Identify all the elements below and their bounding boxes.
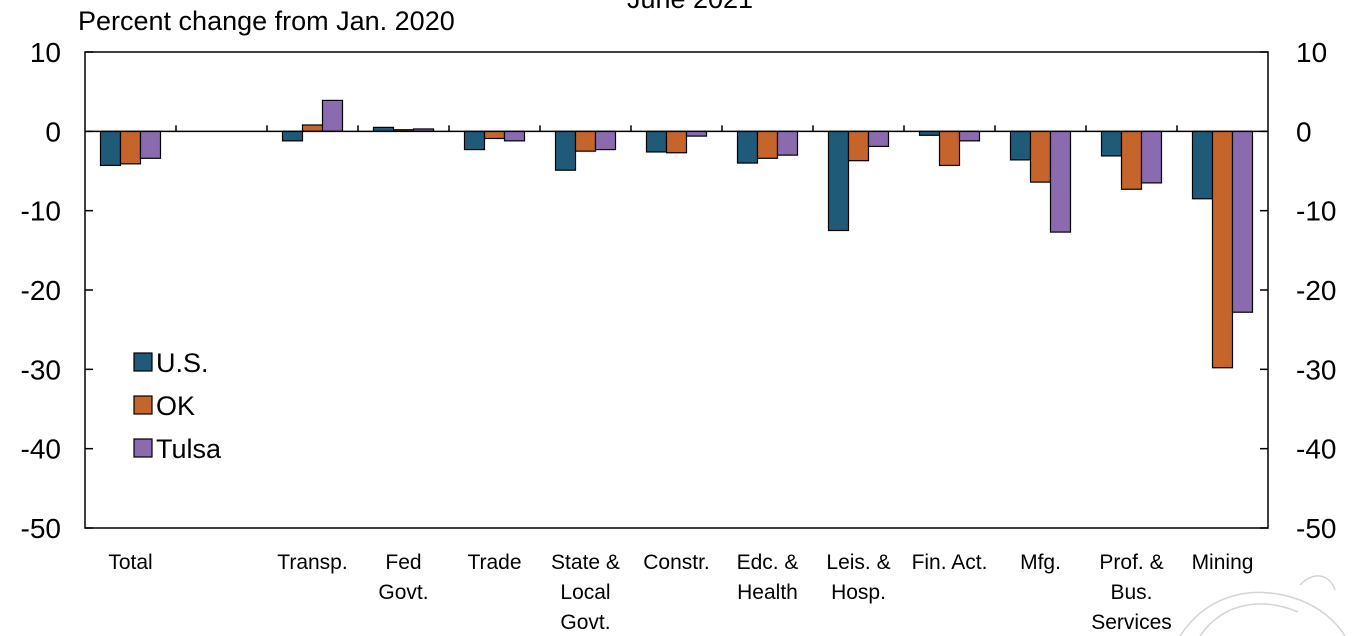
- bar: [99, 130, 122, 167]
- y-tick-label-right: 10: [1296, 37, 1327, 68]
- bar: [958, 130, 981, 142]
- bar: [665, 130, 688, 154]
- category-label: Mfg.: [1020, 551, 1061, 574]
- y-tick-label-right: 0: [1296, 116, 1312, 147]
- bar: [1009, 130, 1032, 161]
- category-label: Hosp.: [831, 581, 886, 604]
- bar: [867, 130, 890, 148]
- bar: [554, 130, 577, 171]
- category-label: Govt.: [378, 581, 428, 604]
- bar: [1029, 130, 1052, 183]
- bar: [1211, 130, 1234, 369]
- y-tick-label-right: -30: [1296, 354, 1336, 385]
- y-tick-label-left: -20: [21, 275, 61, 306]
- y-tick-label-left: -50: [21, 513, 61, 544]
- category-label: Edc. &: [737, 551, 799, 574]
- y-ticks-left: 10 0 -10 -20 -30 -40 -50: [21, 37, 93, 544]
- y-tick-label-right: -50: [1296, 513, 1336, 544]
- legend-label: Tulsa: [156, 434, 222, 464]
- category-label: Fed: [385, 551, 421, 574]
- legend: U.S. OK Tulsa: [133, 348, 222, 464]
- category-label: Bus.: [1110, 581, 1152, 604]
- bar: [503, 130, 526, 142]
- y-axis-label: Percent change from Jan. 2020: [78, 6, 455, 36]
- category-label: Fin. Act.: [912, 551, 988, 574]
- bar: [463, 130, 486, 151]
- category-labels: Total Transp. Fed Govt. Trade State & Local Gov…: [108, 551, 1253, 634]
- category-label: Govt.: [560, 611, 610, 634]
- bar: [139, 130, 162, 159]
- category-label: Local: [560, 581, 610, 604]
- category-label: Trade: [467, 551, 521, 574]
- category-label: Total: [108, 551, 152, 574]
- bar: [119, 130, 142, 165]
- legend-label: OK: [156, 391, 195, 421]
- y-ticks-right: 10 0 -10 -20 -30 -40 -50: [1260, 37, 1336, 544]
- watermark-seal: [1179, 575, 1346, 636]
- bar: [1231, 130, 1254, 313]
- bar: [776, 130, 799, 156]
- bar: [1120, 130, 1143, 190]
- y-tick-label-right: -40: [1296, 434, 1336, 465]
- y-tick-label-left: -40: [21, 434, 61, 465]
- y-tick-label-right: -20: [1296, 275, 1336, 306]
- category-label: Prof. &: [1099, 551, 1163, 574]
- category-label: Transp.: [277, 551, 347, 574]
- bar: [847, 130, 870, 162]
- bar: [483, 130, 506, 140]
- bar: [1100, 130, 1123, 157]
- bar: [827, 130, 850, 232]
- bars: [99, 99, 1254, 369]
- category-label: Mining: [1192, 551, 1254, 574]
- legend-label: U.S.: [156, 348, 209, 378]
- bar: [1140, 130, 1163, 184]
- category-label: Constr.: [643, 551, 710, 574]
- legend-swatch: [133, 352, 153, 372]
- bar: [736, 130, 759, 164]
- y-tick-label-left: 0: [45, 116, 61, 147]
- category-label: Health: [737, 581, 798, 604]
- legend-swatch: [133, 438, 153, 458]
- legend-swatch: [133, 395, 153, 415]
- bar: [1191, 130, 1214, 200]
- bar: [756, 130, 779, 159]
- y-tick-label-left: -10: [21, 196, 61, 227]
- bar: [301, 124, 324, 132]
- bar: [645, 130, 668, 153]
- chart-title: June 2021: [627, 0, 753, 14]
- bar: [1049, 130, 1072, 233]
- y-tick-label-right: -10: [1296, 196, 1336, 227]
- bar: [574, 130, 597, 152]
- bar: [938, 130, 961, 167]
- y-tick-label-left: 10: [30, 37, 61, 68]
- category-label: State &: [551, 551, 620, 574]
- category-label: Leis. &: [826, 551, 890, 574]
- y-tick-label-left: -30: [21, 354, 61, 385]
- bar: [594, 130, 617, 151]
- bar: [321, 99, 344, 132]
- x-ticks: [175, 125, 1178, 132]
- bar: [281, 130, 304, 142]
- category-label: Services: [1091, 611, 1172, 634]
- plot-frame: [84, 51, 1269, 529]
